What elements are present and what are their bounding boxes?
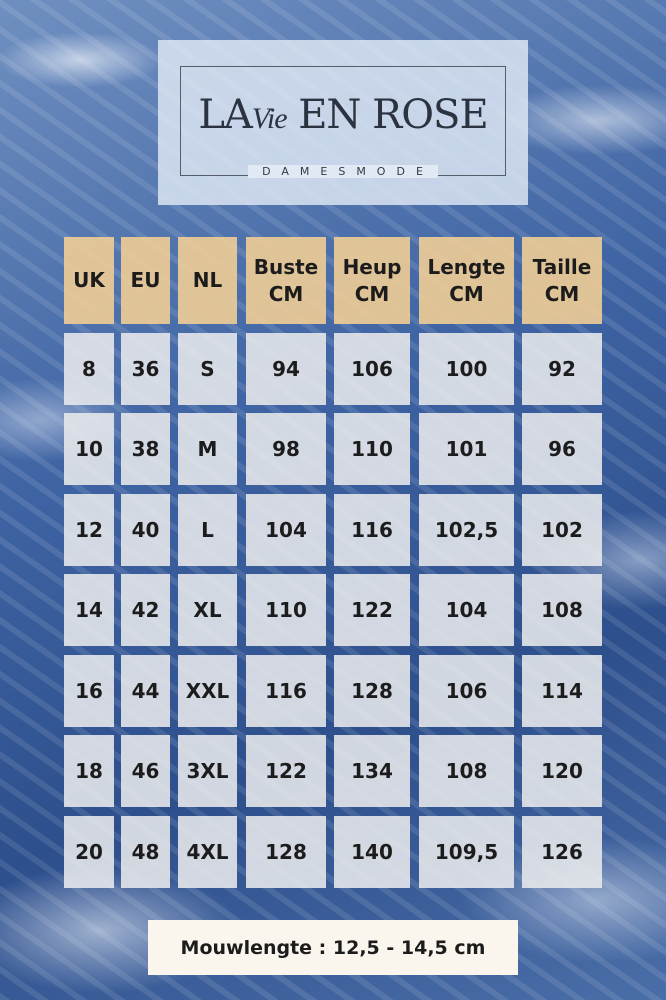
table-cell: 98 [246,413,326,485]
column-header-line: EU [130,268,161,292]
table-cell: 102 [522,494,602,566]
table-cell: 44 [121,655,170,727]
logo-wordmark: LAVie EN ROSE [158,92,528,138]
table-cell: 110 [334,413,410,485]
table-cell: 106 [334,333,410,405]
table-cell: 40 [121,494,170,566]
table-cell: 101 [419,413,514,485]
column-header-line: CM [268,281,304,306]
column-header-line: Buste [253,254,319,279]
table-cell: 8 [64,333,114,405]
sleeve-length-note: Mouwlengte : 12,5 - 14,5 cm [148,920,518,975]
table-cell: 100 [419,333,514,405]
table-cell: 140 [334,816,410,888]
column-header: Taille CM [522,237,602,324]
table-cell: 18 [64,735,114,807]
table-cell: 120 [522,735,602,807]
table-cell: 92 [522,333,602,405]
table-cell: 46 [121,735,170,807]
table-cell: 20 [64,816,114,888]
column-header-line: CM [354,281,390,306]
table-cell: 106 [419,655,514,727]
table-cell: 128 [334,655,410,727]
table-cell: 104 [419,574,514,646]
table-cell: 114 [522,655,602,727]
table-cell: L [178,494,237,566]
table-cell: 16 [64,655,114,727]
column-header-line: CM [544,281,580,306]
column-header: Lengte CM [419,237,514,324]
column-header: Heup CM [334,237,410,324]
table-cell: 38 [121,413,170,485]
table-cell: 96 [522,413,602,485]
column-header-line: Taille [532,254,592,279]
table-cell: 108 [522,574,602,646]
table-cell: 110 [246,574,326,646]
table-cell: 12 [64,494,114,566]
logo-subtitle: DAMESMODE [158,165,528,178]
table-cell: 36 [121,333,170,405]
table-cell: 122 [334,574,410,646]
logo-text-script: Vie [251,102,288,135]
table-cell: 104 [246,494,326,566]
table-cell: 94 [246,333,326,405]
column-header: Buste CM [246,237,326,324]
table-cell: 116 [334,494,410,566]
logo: LAVie EN ROSE DAMESMODE [158,40,528,205]
table-cell: M [178,413,237,485]
column-header-line: Heup [342,254,402,279]
table-cell: 108 [419,735,514,807]
table-cell: 48 [121,816,170,888]
table-cell: 116 [246,655,326,727]
column-header-line: UK [73,268,105,292]
column-header: UK [64,237,114,324]
table-cell: 102,5 [419,494,514,566]
column-header: EU [121,237,170,324]
table-cell: 3XL [178,735,237,807]
column-header-line: CM [449,281,484,306]
table-cell: 10 [64,413,114,485]
logo-subtitle-text: DAMESMODE [248,165,438,178]
table-cell: 128 [246,816,326,888]
table-cell: XL [178,574,237,646]
table-cell: XXL [178,655,237,727]
column-header: NL [178,237,237,324]
table-cell: 109,5 [419,816,514,888]
table-cell: S [178,333,237,405]
logo-text-left: LA [198,92,252,138]
logo-text-right: EN ROSE [298,92,488,138]
column-header-line: NL [192,268,223,292]
table-cell: 42 [121,574,170,646]
column-header-line: Lengte [427,254,506,279]
table-cell: 14 [64,574,114,646]
table-cell: 134 [334,735,410,807]
table-cell: 122 [246,735,326,807]
table-cell: 126 [522,816,602,888]
table-cell: 4XL [178,816,237,888]
